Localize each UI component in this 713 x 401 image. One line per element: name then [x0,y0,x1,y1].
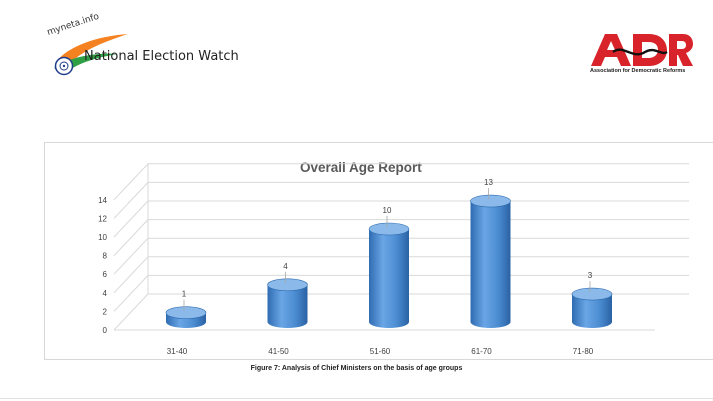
data-label: 3 [588,271,593,280]
grid-line-side [113,275,149,312]
bar-body [572,294,612,328]
y-tick-label: 6 [103,270,108,279]
chart-grid [113,163,689,331]
bar-51-60: 10 [368,206,410,328]
chart-bars: 1 4 10 13 3 [165,178,613,328]
y-tick-label: 10 [98,233,107,242]
x-tick-label: 71-80 [573,347,594,356]
y-axis-ticks: 0 2 4 6 8 10 12 14 [98,196,107,335]
data-label: 13 [484,178,493,187]
x-axis-ticks: 31-40 41-50 51-60 61-70 71-80 [167,347,594,356]
grid-line-side [113,293,149,331]
header-title: National Election Watch [84,49,239,64]
grid-line-side [113,182,149,219]
figure-caption: Figure 7: Analysis of Chief Ministers on… [250,365,463,372]
data-label: 10 [383,206,392,215]
grid-line-side [113,219,149,256]
data-label: 1 [182,290,187,299]
bar-body [369,229,409,328]
y-tick-label: 2 [103,307,108,316]
y-tick-label: 12 [98,214,107,223]
data-label: 4 [283,262,288,271]
bar-31-40: 1 [165,290,207,328]
x-tick-label: 41-50 [268,347,289,356]
bar-body [267,284,308,328]
bar-41-50: 4 [267,262,308,328]
grid-line-side [113,237,149,275]
bar-71-80: 3 [571,271,613,328]
grid-line-side [113,163,149,201]
adr-logo [591,34,693,66]
grid-line-side [113,256,149,294]
y-tick-label: 0 [103,326,108,335]
page-divider [0,398,713,399]
bar-61-70: 13 [470,178,511,328]
x-tick-label: 51-60 [370,347,391,356]
grid-line-side [113,200,149,238]
y-tick-label: 4 [103,289,108,298]
page-header: myneta.info National Election Watch Asso… [0,0,713,110]
x-tick-label: 61-70 [471,347,492,356]
x-tick-label: 31-40 [167,347,188,356]
bar-body [470,201,511,328]
bar-cap [470,194,511,208]
bar-cap [267,278,308,292]
bar-cap [368,222,410,236]
adr-subtitle: Association for Democratic Reforms [590,68,686,74]
myneta-logo [54,34,128,76]
y-tick-label: 8 [103,252,108,261]
bar-cap [571,287,613,301]
y-tick-label: 14 [98,196,107,205]
bar-cap [165,306,207,320]
